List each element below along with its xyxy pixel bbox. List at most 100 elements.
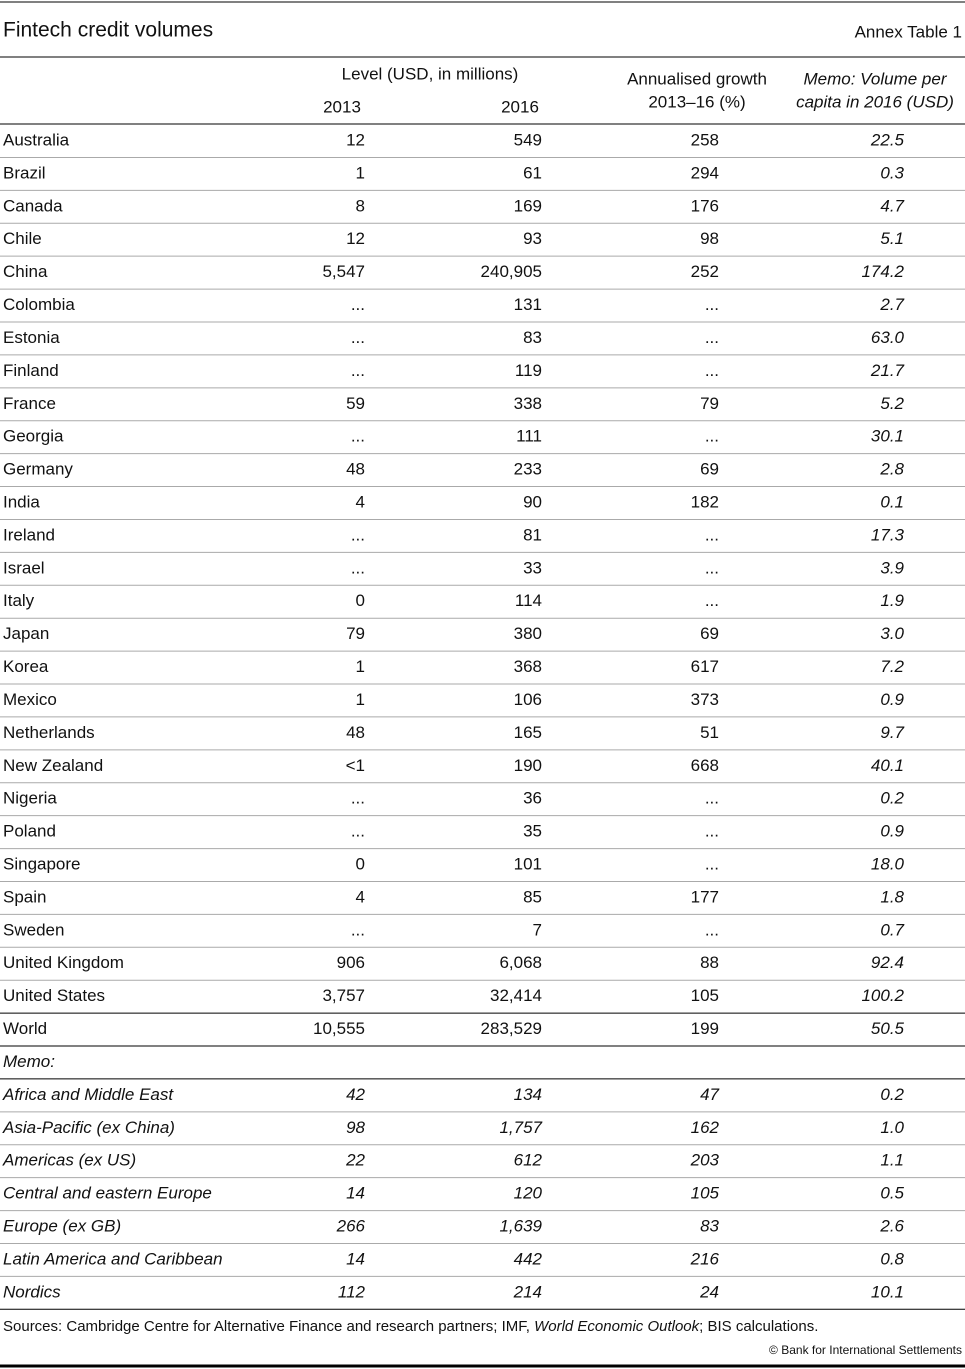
cell: 9.7 [880,723,904,742]
cell: 111 [516,427,542,446]
cell: 114 [515,591,542,610]
row-label: Colombia [3,295,75,314]
row-label: New Zealand [3,756,103,775]
cell: 51 [700,723,719,742]
cell: 266 [336,1217,366,1236]
sources: Sources: Cambridge Centre for Alternativ… [3,1318,818,1335]
cell: ... [351,295,365,314]
cell: 0.8 [880,1249,904,1268]
cell: 240,905 [481,262,542,281]
cell: 0.9 [880,690,904,709]
cell: 30.1 [871,427,904,446]
cell: 21.7 [870,361,905,380]
row-label: Korea [3,657,49,676]
cell: ... [705,789,719,808]
cell: 69 [700,624,719,643]
cell: 214 [513,1282,542,1301]
cell: 4 [356,492,365,511]
cell: 617 [691,657,719,676]
cell: ... [705,920,719,939]
cell: 258 [691,130,719,149]
cell: ... [705,855,719,874]
cell: ... [705,295,719,314]
cell: 134 [514,1085,542,1104]
row-label: United States [3,986,105,1005]
cell: 101 [514,855,542,874]
cell: 48 [346,723,365,742]
cell: 233 [514,460,542,479]
cell: 0.1 [880,492,904,511]
cell: 6,068 [499,953,542,972]
cell: 40.1 [871,756,904,775]
cell: ... [705,558,719,577]
cell: 162 [691,1118,720,1137]
cell: ... [705,427,719,446]
row-label: United Kingdom [3,953,124,972]
cell: 90 [523,492,542,511]
cell: 63.0 [871,328,905,347]
cell: 549 [514,130,542,149]
column-header: 2016 [501,97,539,116]
cell: 283,529 [481,1019,542,1038]
sources-text: Sources: Cambridge Centre for Alternativ… [3,1318,534,1335]
cell: 0.5 [880,1184,904,1203]
cell: 98 [700,229,719,248]
cell: 42 [346,1085,365,1104]
cell: ... [705,525,719,544]
table-label: Annex Table 1 [855,22,962,41]
cell: 8 [356,196,365,215]
row-label: Netherlands [3,723,95,742]
cell: 338 [514,394,542,413]
cell: 33 [523,558,542,577]
cell: ... [351,361,365,380]
row-label: Sweden [3,920,64,939]
cell: 7 [533,920,542,939]
column-header: capita in 2016 (USD) [796,92,954,111]
cell: 4 [356,887,365,906]
sources-text: ; BIS calculations. [699,1318,818,1335]
cell: ... [351,558,365,577]
cell: ... [705,328,719,347]
cell: 14 [346,1184,365,1203]
cell: 105 [691,986,719,1005]
column-header: Annualised growth [627,69,767,88]
cell: ... [351,789,365,808]
cell: 22.5 [870,130,905,149]
cell: 1 [356,690,365,709]
cell: 18.0 [871,855,905,874]
row-label: Italy [3,591,35,610]
cell: 17.3 [871,525,905,544]
cell: ... [351,920,365,939]
cell: ... [705,361,719,380]
column-header: Level (USD, in millions) [342,64,519,83]
row-label: India [3,492,40,511]
cell: 3,757 [322,986,365,1005]
cell: 165 [514,723,542,742]
cell: ... [351,525,365,544]
cell: 1.0 [880,1118,904,1137]
cell: 294 [691,163,719,182]
cell: 0.2 [880,1085,904,1104]
sources-text: World Economic Outlook [534,1318,701,1335]
cell: 1.9 [880,591,904,610]
copyright: © Bank for International Settlements [769,1343,962,1357]
cell: ... [705,822,719,841]
title: Fintech credit volumes [3,19,213,42]
cell: 177 [691,887,719,906]
cell: 199 [691,1019,719,1038]
cell: 0.7 [880,920,904,939]
cell: 47 [700,1085,719,1104]
row-label: Nigeria [3,789,57,808]
cell: 190 [514,756,542,775]
cell: 176 [691,196,719,215]
row-label: Israel [3,558,45,577]
row-label: Estonia [3,328,60,347]
cell: 69 [700,460,719,479]
cell: 79 [346,624,365,643]
cell: 1,639 [499,1217,542,1236]
row-label: France [3,394,56,413]
row-label: Finland [3,361,59,380]
cell: 83 [700,1217,719,1236]
cell: 0.2 [880,789,904,808]
